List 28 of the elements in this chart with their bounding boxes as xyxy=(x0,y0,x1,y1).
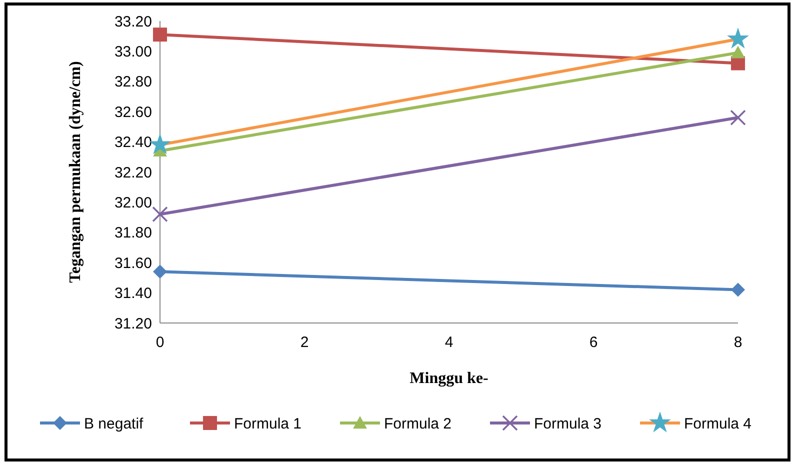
y-tick-label: 32.60 xyxy=(114,104,152,121)
y-tick-label: 31.40 xyxy=(114,285,152,302)
x-tick-label: 8 xyxy=(734,334,742,351)
y-tick-label: 31.20 xyxy=(114,315,152,332)
x-axis-title: Minggu ke- xyxy=(410,370,488,387)
y-axis-title: Tegangan permukaan (dyne/cm) xyxy=(67,61,84,283)
legend-label: Formula 4 xyxy=(684,415,752,432)
x-tick-label: 0 xyxy=(156,334,164,351)
point xyxy=(731,282,745,297)
x-tick-label: 2 xyxy=(300,334,309,351)
y-tick-label: 33.00 xyxy=(114,43,152,60)
legend-label: Formula 3 xyxy=(534,415,602,432)
y-tick-label: 31.60 xyxy=(114,254,152,272)
legend-label: Formula 1 xyxy=(234,415,302,432)
point xyxy=(730,110,746,126)
legend-label: Formula 2 xyxy=(384,415,452,432)
y-tick-label: 31.80 xyxy=(114,224,152,242)
x-tick-label: 4 xyxy=(444,334,454,351)
legend-label: B negatif xyxy=(84,415,144,432)
y-tick-label: 32.80 xyxy=(114,74,152,91)
y-tick-label: 32.20 xyxy=(114,164,152,182)
point xyxy=(152,206,168,222)
x-tick-label: 6 xyxy=(589,334,598,351)
point xyxy=(153,264,167,279)
y-tick-label: 32.40 xyxy=(114,134,152,152)
y-tick-label: 32.00 xyxy=(114,194,152,212)
point xyxy=(153,28,167,42)
y-tick-label: 33.20 xyxy=(114,13,152,30)
